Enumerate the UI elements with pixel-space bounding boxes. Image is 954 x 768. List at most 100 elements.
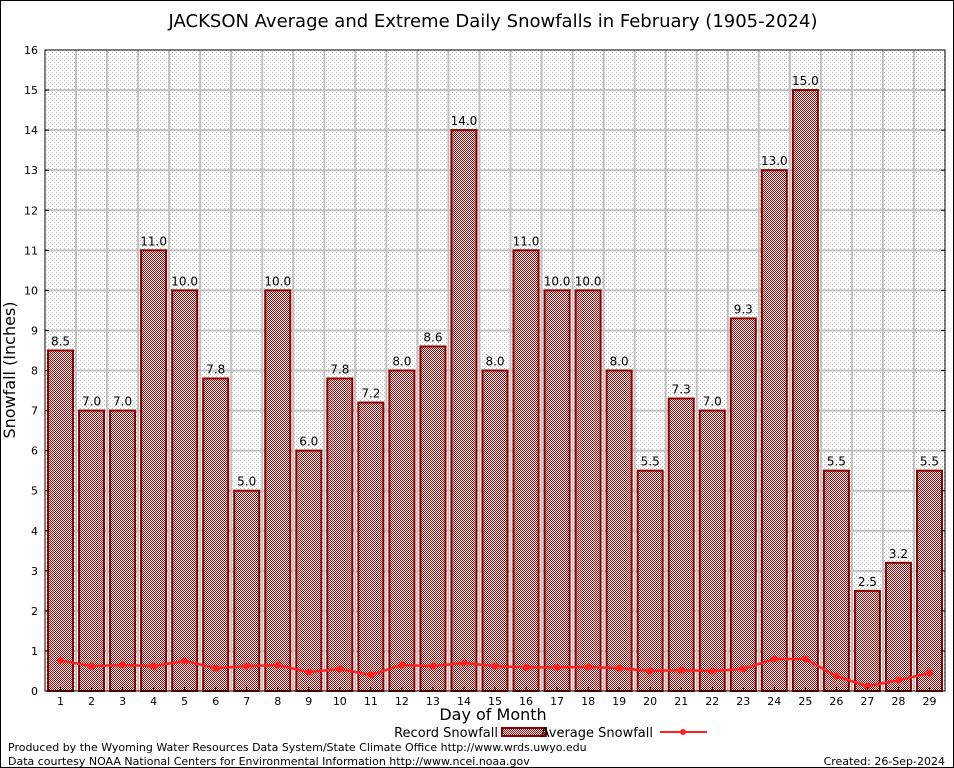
x-tick-label: 19 [612,695,626,708]
x-tick-label: 6 [212,695,219,708]
bar-record-day-2 [78,409,106,692]
bar-record-day-10 [326,377,354,692]
y-tick-label: 1 [31,645,38,658]
x-tick-label: 25 [798,695,812,708]
bar-record-day-5 [171,289,199,692]
x-tick-label: 11 [364,695,378,708]
bar-data-label: 3.2 [889,547,908,561]
bar-data-label: 13.0 [761,154,788,168]
y-tick-label: 16 [24,44,38,57]
x-tick-label: 9 [305,695,312,708]
x-tick-label: 28 [891,695,905,708]
bar-data-label: 9.3 [734,302,753,316]
bar-data-label: 7.8 [206,363,225,377]
bar-record-day-16 [512,249,540,692]
x-tick-label: 3 [119,695,126,708]
y-tick-label: 0 [31,685,38,698]
x-tick-label: 29 [922,695,936,708]
footer-created: Created: 26-Sep-2024 [824,755,945,768]
average-point-day-7 [243,662,251,670]
average-point-day-14 [460,659,468,667]
bar-record-day-6 [202,377,230,692]
y-tick-label: 4 [31,525,38,538]
bar-data-label: 10.0 [575,274,602,288]
bar-record-day-28 [884,561,912,692]
legend-record-label: Record Snowfall [394,726,498,741]
y-tick-label: 8 [31,365,38,378]
bar-record-day-22 [698,409,726,692]
average-point-day-26 [832,672,840,680]
bar-data-label: 7.3 [672,383,691,397]
bar-record-day-29 [915,469,943,692]
bar-data-label: 6.0 [299,435,318,449]
average-point-day-25 [801,655,809,663]
x-tick-label: 22 [705,695,719,708]
average-point-day-13 [429,662,437,670]
average-point-day-11 [367,671,375,679]
bar-record-day-15 [481,369,509,692]
x-tick-label: 27 [860,695,874,708]
footer-data-courtesy: Data courtesy NOAA National Centers for … [8,755,530,768]
bar-record-day-7 [233,489,261,692]
y-tick-label: 10 [24,284,38,297]
y-tick-label: 14 [24,124,38,137]
bar-record-day-3 [109,409,137,692]
x-tick-label: 20 [643,695,657,708]
bar-record-day-4 [140,249,168,692]
average-point-day-12 [398,661,406,669]
average-point-day-24 [770,655,778,663]
footer-produced-by: Produced by the Wyoming Water Resources … [8,741,587,754]
x-tick-label: 16 [519,695,533,708]
y-axis-label: Snowfall (Inches) [0,301,19,438]
bar-record-day-23 [729,317,757,692]
legend-average-marker [680,729,686,735]
x-tick-label: 21 [674,695,688,708]
y-tick-label: 9 [31,324,38,337]
x-tick-label: 26 [829,695,843,708]
bar-record-day-21 [667,397,695,692]
bar-record-day-12 [388,369,416,692]
bar-record-day-1 [47,349,75,692]
x-tick-label: 8 [274,695,281,708]
y-tick-label: 12 [24,204,38,217]
average-point-day-23 [739,665,747,673]
bar-data-label: 5.0 [237,475,256,489]
bar-record-day-17 [543,289,571,692]
bar-record-day-26 [822,469,850,692]
x-tick-label: 2 [88,695,95,708]
average-point-day-1 [57,657,65,665]
bar-record-day-13 [419,345,447,692]
average-point-day-27 [863,682,871,690]
legend-record-swatch [501,727,547,737]
average-point-day-15 [491,662,499,670]
bar-record-day-14 [450,129,478,692]
average-point-day-17 [553,663,561,671]
bar-data-label: 5.5 [827,455,846,469]
bar-data-label: 15.0 [792,74,819,88]
bar-data-label: 8.0 [485,355,504,369]
bar-data-label: 7.0 [113,395,132,409]
x-tick-label: 12 [395,695,409,708]
x-tick-label: 1 [57,695,64,708]
bar-data-label: 7.2 [361,387,380,401]
bar-record-day-11 [357,401,385,692]
y-tick-label: 2 [31,605,38,618]
average-point-day-20 [646,667,654,675]
bar-data-label: 10.0 [264,274,291,288]
bar-data-label: 11.0 [513,234,540,248]
bar-record-day-25 [791,89,819,692]
x-tick-label: 23 [736,695,750,708]
x-tick-label: 15 [488,695,502,708]
bar-data-label: 10.0 [544,274,571,288]
bar-data-label: 7.0 [82,395,101,409]
bar-data-label: 7.8 [330,363,349,377]
average-point-day-10 [336,665,344,673]
bar-data-label: 7.0 [703,395,722,409]
y-tick-label: 13 [24,164,38,177]
x-tick-label: 4 [150,695,157,708]
x-tick-label: 5 [181,695,188,708]
average-point-day-8 [274,661,282,669]
bar-data-label: 2.5 [858,575,877,589]
bar-record-day-27 [853,589,881,692]
